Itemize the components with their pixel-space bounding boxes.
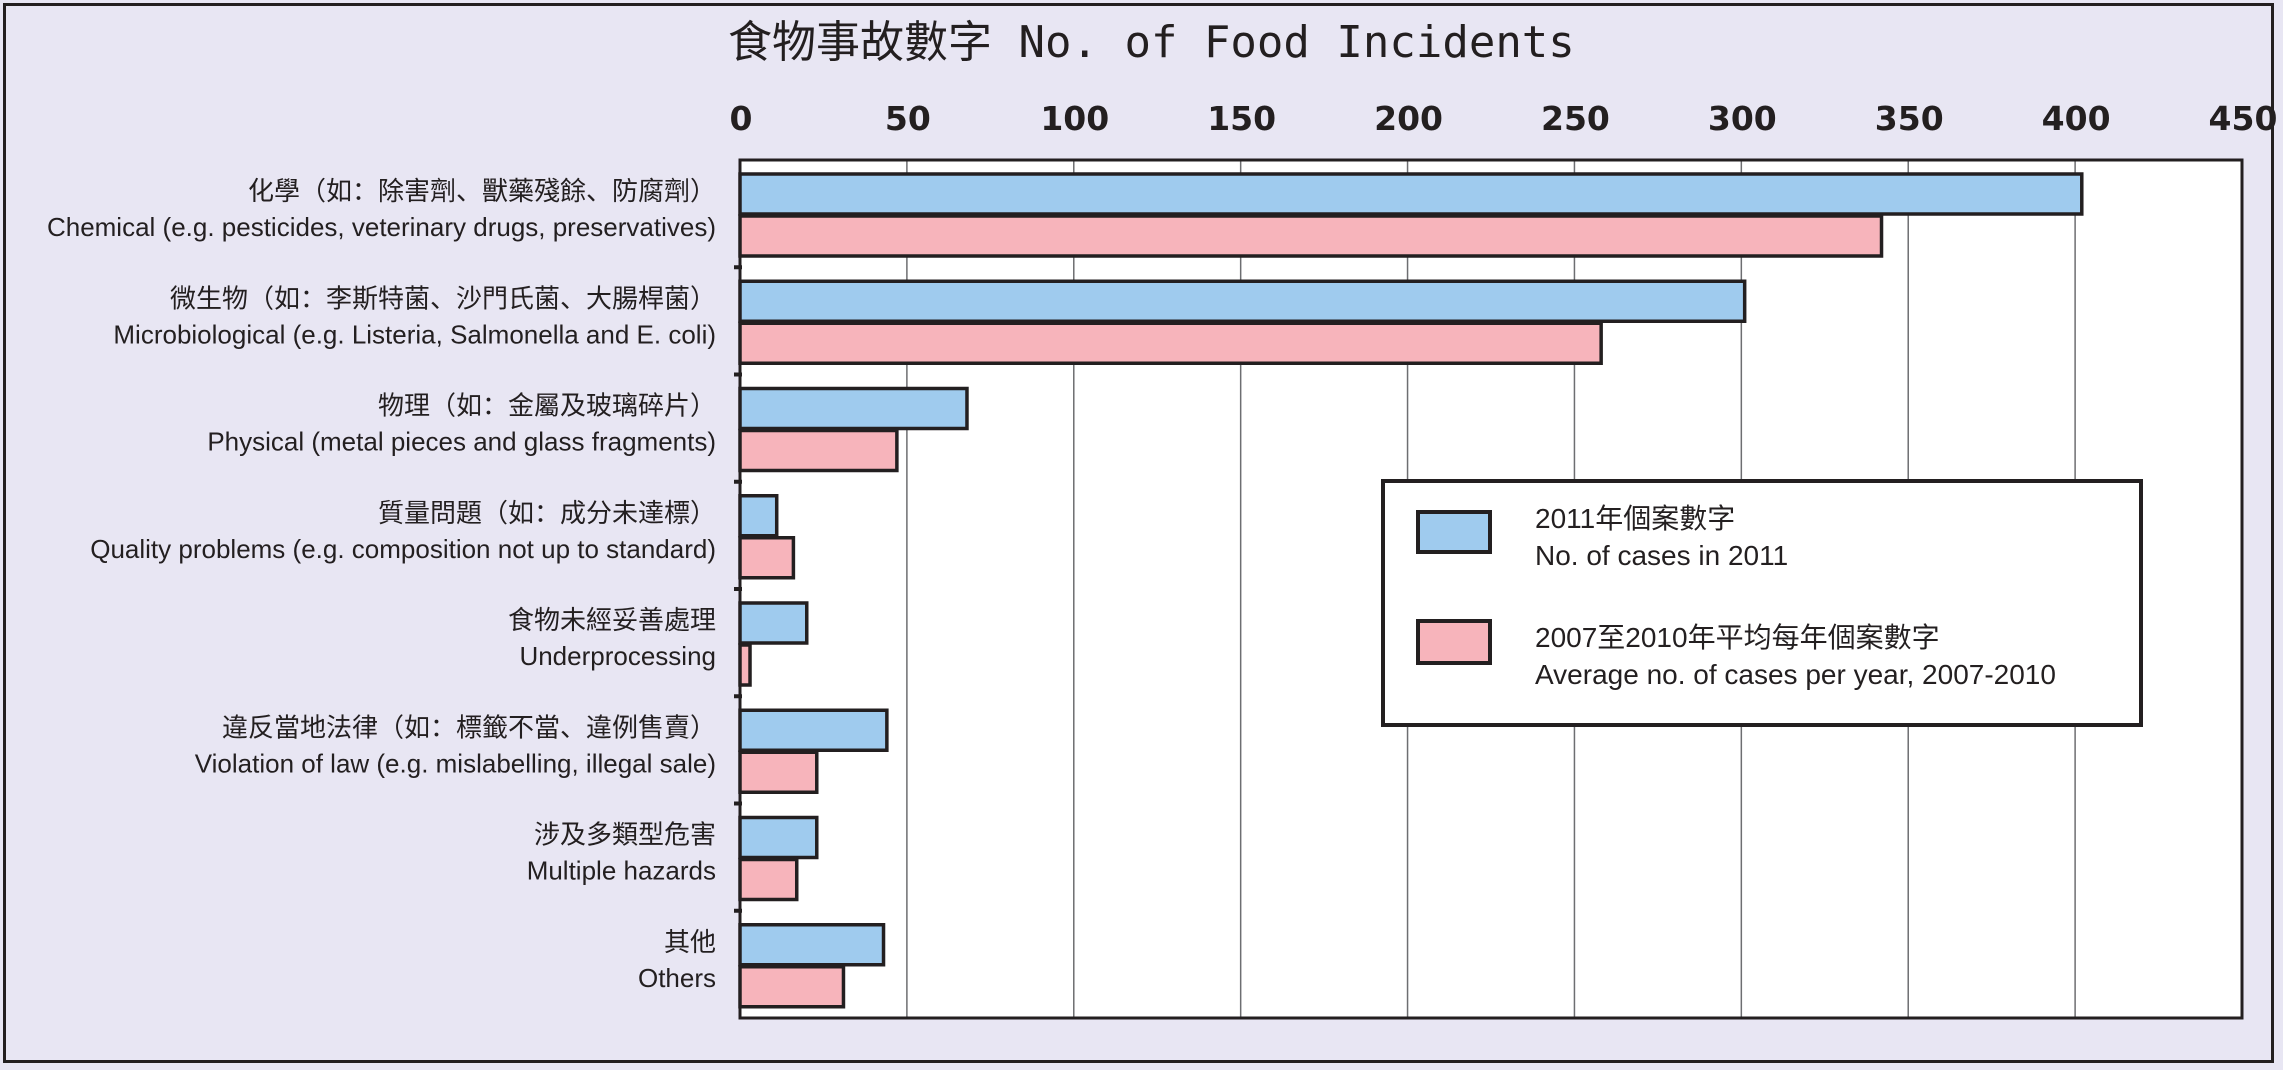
bar-2011	[738, 494, 779, 538]
x-tick-label: 200	[1374, 99, 1443, 138]
bar-average	[738, 321, 1603, 365]
category-label-zh: 涉及多類型危害	[534, 821, 716, 851]
x-tick-label: 100	[1040, 99, 1109, 138]
bar-average	[738, 965, 846, 1009]
bar-average	[738, 536, 796, 580]
bar-average	[738, 643, 752, 687]
category-label-en: Underprocessing	[519, 641, 716, 671]
bar-2011	[738, 279, 1747, 323]
bar-2011	[738, 815, 819, 860]
legend-label-average-en: Average no. of cases per year, 2007-2010	[1535, 659, 2056, 690]
x-tick-label: 150	[1207, 99, 1276, 138]
legend-label-2011-zh: 2011年個案數字	[1535, 503, 1735, 534]
category-label-zh: 食物未經妥善處理	[508, 606, 716, 636]
x-tick-label: 450	[2209, 99, 2278, 138]
bar-2011	[738, 601, 809, 645]
category-label-en: Microbiological (e.g. Listeria, Salmonel…	[113, 319, 716, 349]
legend-box	[1381, 479, 2143, 727]
category-label-zh: 微生物（如：李斯特菌、沙門氏菌、大腸桿菌）	[170, 284, 716, 314]
x-tick-label: 400	[2042, 99, 2111, 138]
bar-average	[738, 750, 819, 794]
category-label-zh: 質量問題（如：成分未達標）	[378, 499, 716, 529]
legend-swatch-average	[1416, 619, 1492, 665]
bar-2011	[738, 386, 969, 431]
legend-label-average-zh: 2007至2010年平均每年個案數字	[1535, 622, 1940, 653]
x-tick-label: 0	[730, 99, 753, 138]
bar-2011	[738, 708, 889, 752]
category-label-en: Physical (metal pieces and glass fragmen…	[207, 427, 716, 457]
bar-average	[738, 857, 799, 902]
legend-label-2011-en: No. of cases in 2011	[1535, 540, 1788, 571]
bar-2011	[738, 923, 886, 967]
category-label-zh: 其他	[664, 928, 716, 958]
x-tick-label: 50	[885, 99, 931, 138]
category-label-en: Quality problems (e.g. composition not u…	[90, 534, 716, 564]
x-tick-label: 250	[1541, 99, 1610, 138]
category-label-en: Violation of law (e.g. mislabelling, ill…	[195, 748, 716, 778]
legend: 2011年個案數字 No. of cases in 2011 2007至2010…	[1381, 479, 2143, 727]
plot-border	[738, 158, 2244, 1020]
category-label-zh: 化學（如：除害劑、獸藥殘餘、防腐劑）	[248, 177, 716, 207]
category-label-en: Chemical (e.g. pesticides, veterinary dr…	[47, 212, 716, 242]
category-label-zh: 違反當地法律（如：標籤不當、違例售賣）	[222, 713, 716, 743]
legend-swatch-2011	[1416, 510, 1492, 554]
bar-average	[738, 428, 899, 473]
x-tick-label: 350	[1875, 99, 1944, 138]
category-label-zh: 物理（如：金屬及玻璃碎片）	[378, 392, 716, 422]
chart-title: 食物事故數字 No. of Food Incidents	[728, 17, 1575, 68]
category-label-en: Others	[638, 963, 716, 993]
x-tick-label: 300	[1708, 99, 1777, 138]
bar-average	[738, 214, 1884, 258]
category-label-en: Multiple hazards	[527, 856, 716, 886]
bar-2011	[738, 172, 2084, 216]
